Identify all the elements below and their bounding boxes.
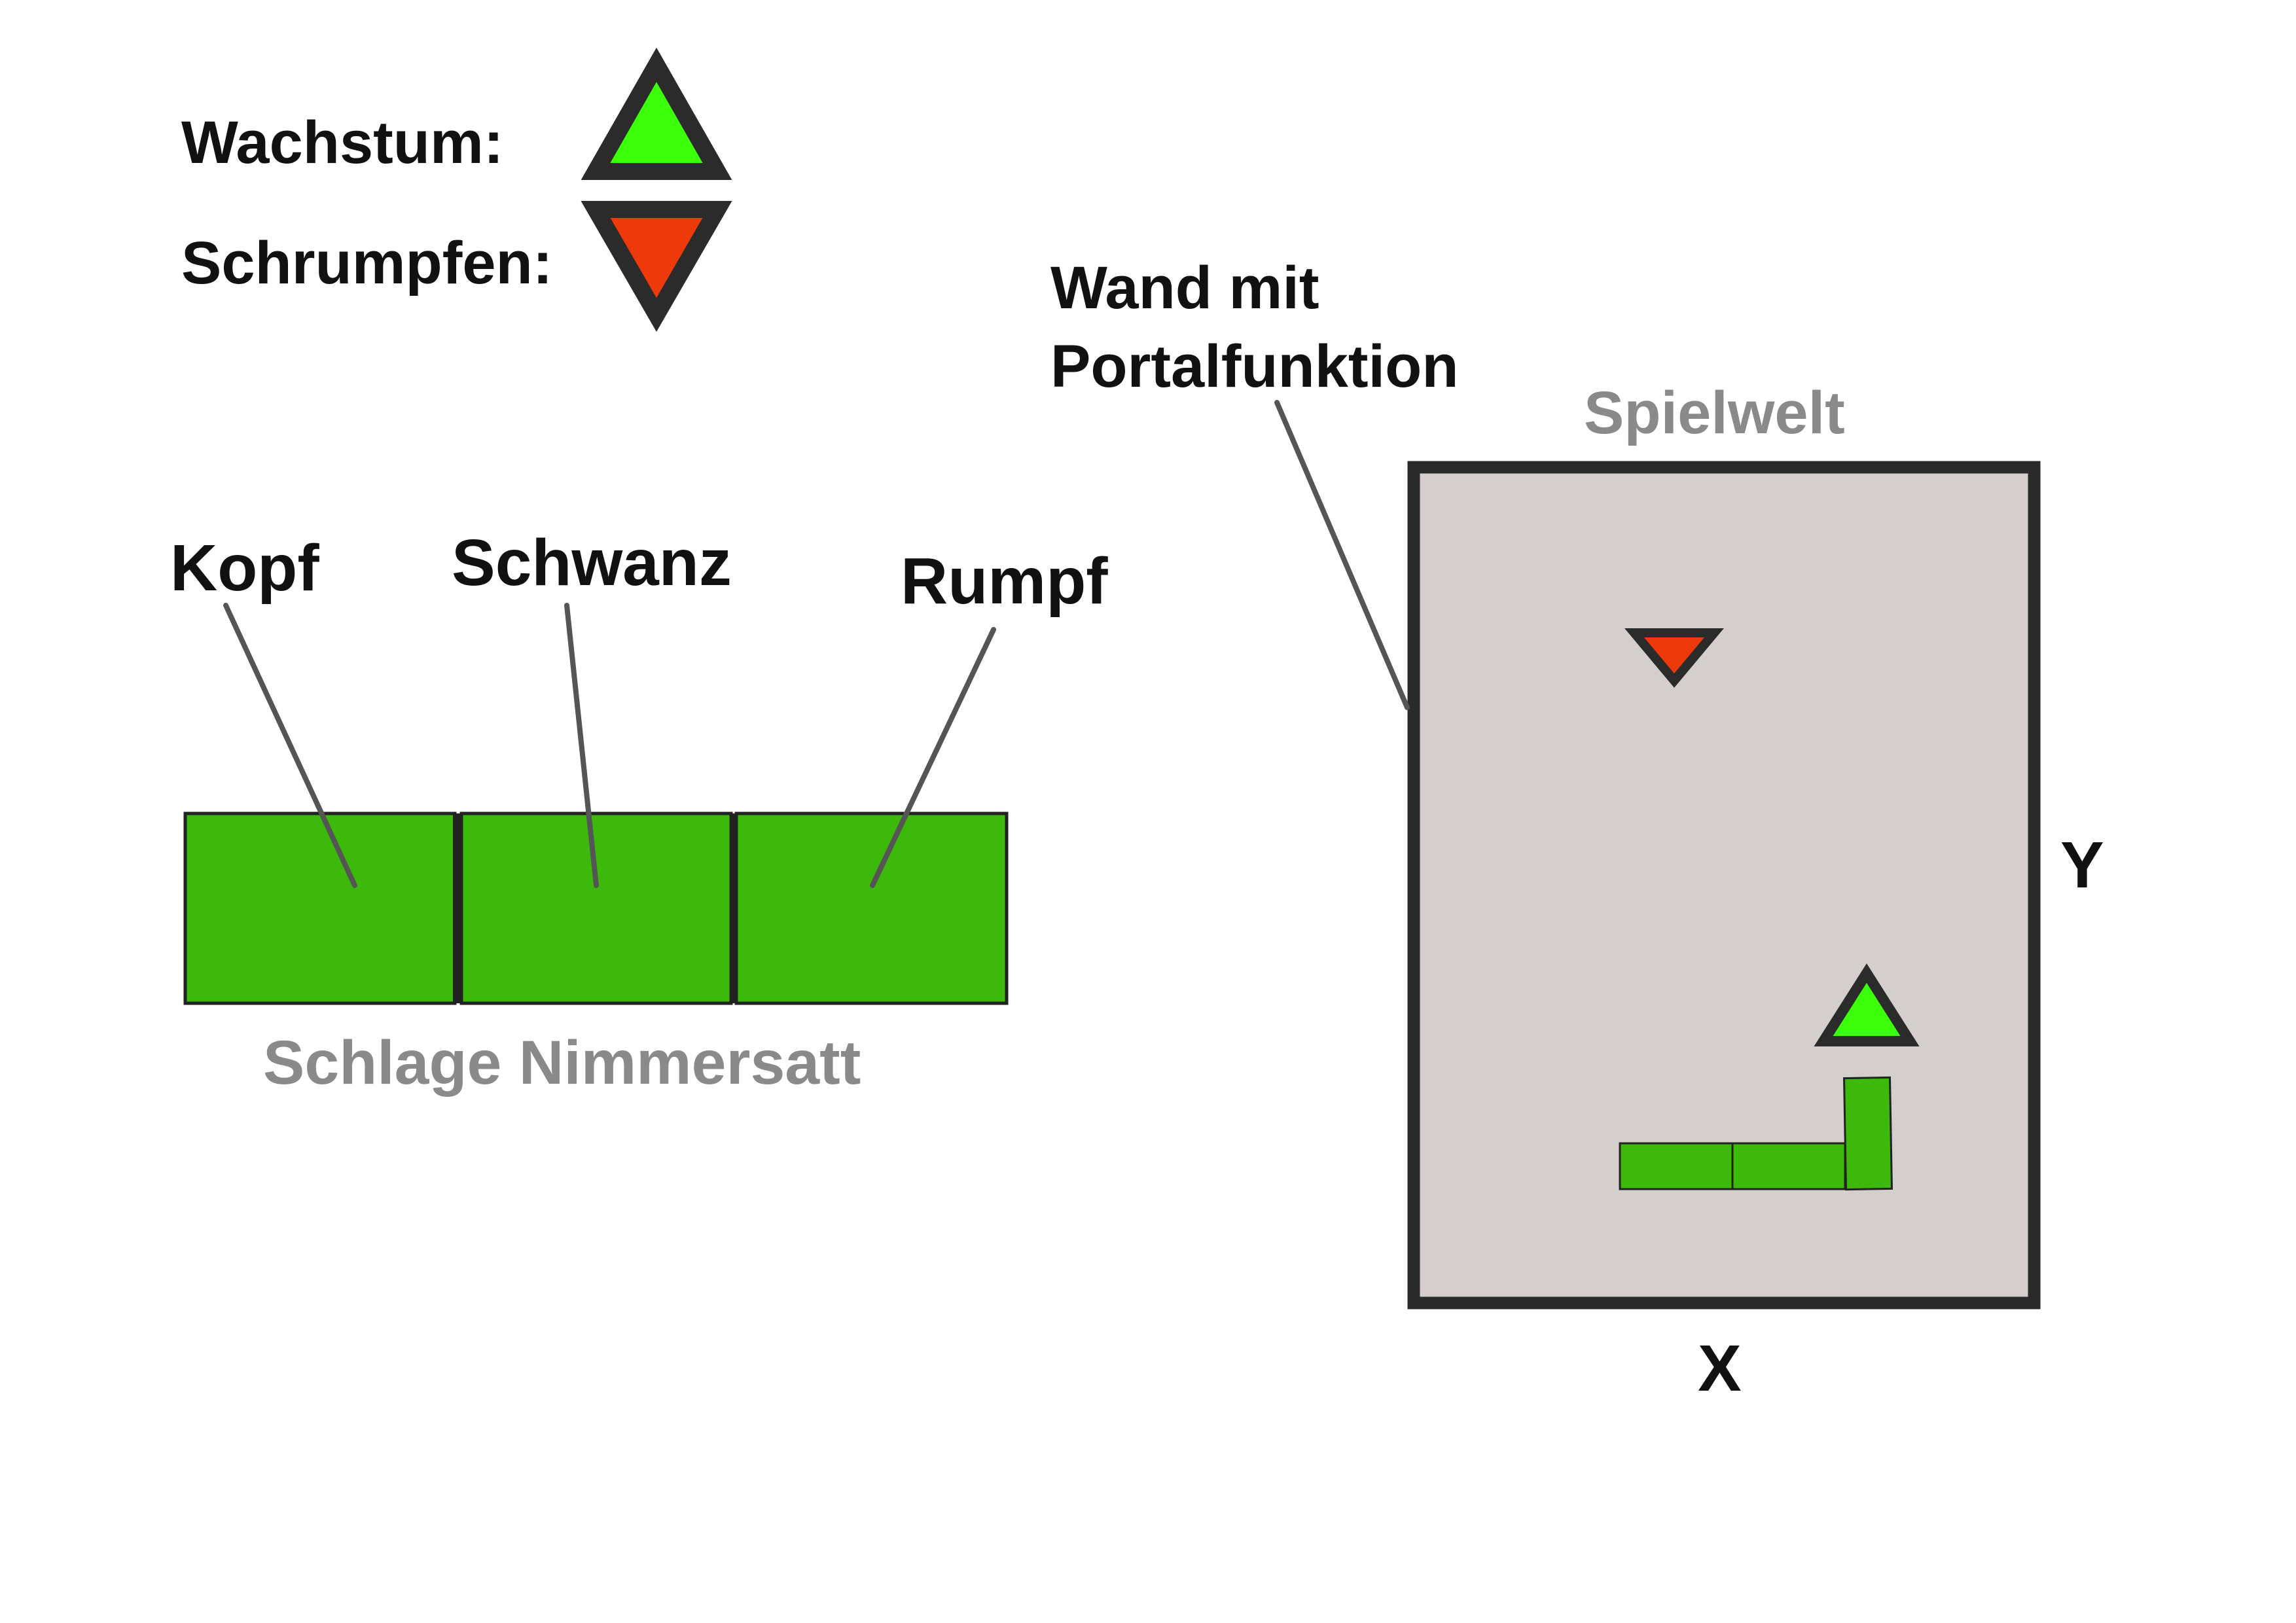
snake-leader-lines bbox=[223, 603, 996, 888]
world-title: Spielwelt bbox=[1584, 380, 1845, 446]
world-growth-triangle-icon bbox=[1814, 963, 1920, 1046]
legend-shrink-label: Schrumpfen: bbox=[181, 230, 553, 296]
shrink-triangle-icon bbox=[581, 201, 732, 332]
leader-wall bbox=[1274, 400, 1410, 710]
y-axis-label: Y bbox=[2060, 829, 2104, 902]
snake-part-label-schwanz: Schwanz bbox=[452, 526, 732, 599]
snake-diagram bbox=[183, 812, 1009, 1005]
leader-kopf bbox=[223, 603, 357, 888]
leader-rumpf bbox=[870, 627, 996, 888]
snake-segment-kopf bbox=[183, 812, 457, 1005]
x-axis-label: X bbox=[1698, 1332, 1742, 1405]
leader-schwanz bbox=[564, 603, 599, 888]
world-snake-segment bbox=[1731, 1142, 1846, 1190]
world-snake-segment bbox=[1619, 1142, 1734, 1190]
world-snake bbox=[1619, 1076, 1893, 1191]
wall-label-line2: Portalfunktion bbox=[1050, 333, 1459, 400]
snake-part-label-rumpf: Rumpf bbox=[901, 544, 1108, 618]
snake-segment-schwanz bbox=[459, 812, 733, 1005]
snake-segment-rumpf bbox=[734, 812, 1009, 1005]
snake-caption: Schlage Nimmersatt bbox=[263, 1028, 861, 1097]
wall-label-line1: Wand mit bbox=[1050, 255, 1319, 321]
world-shrink-triangle-icon bbox=[1624, 628, 1724, 688]
growth-triangle-icon bbox=[581, 47, 732, 180]
snake-part-label-kopf: Kopf bbox=[170, 531, 319, 605]
world-snake-segment bbox=[1842, 1076, 1893, 1191]
legend-growth-label: Wachstum: bbox=[181, 109, 504, 176]
